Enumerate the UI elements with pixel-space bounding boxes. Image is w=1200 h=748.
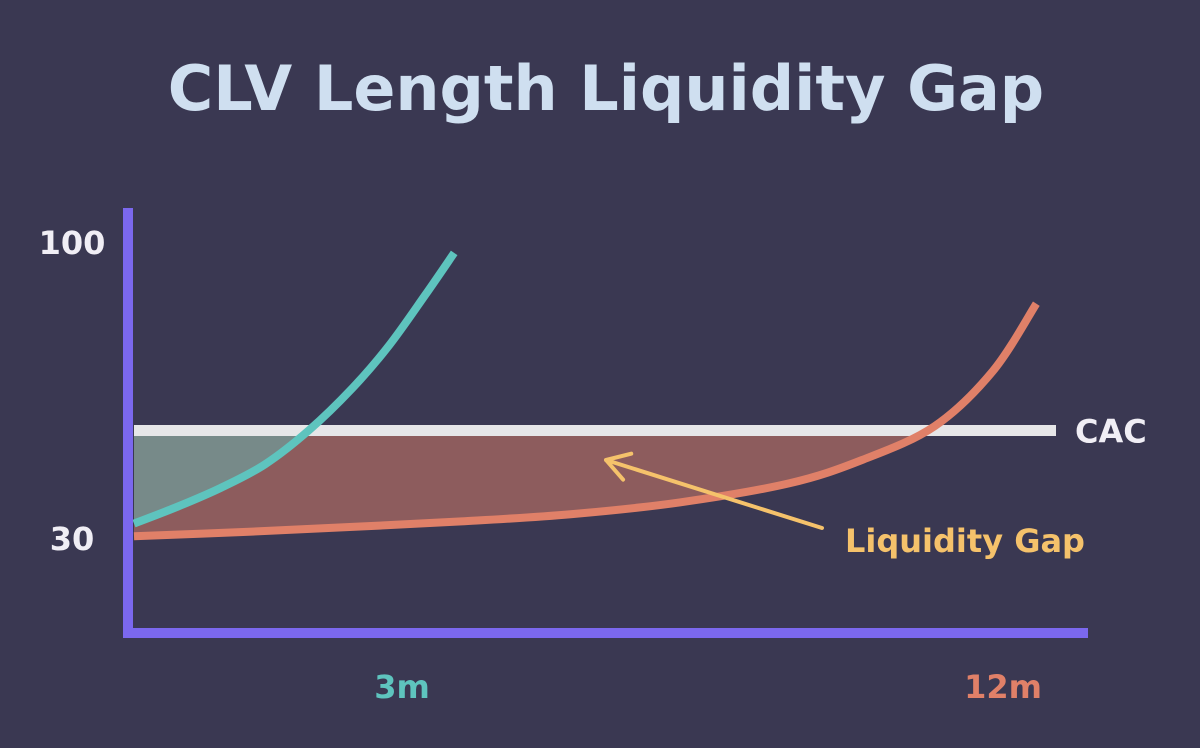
x-tick-label-12m: 12m [964,668,1042,706]
liquidity-gap-label: Liquidity Gap [845,522,1085,560]
series-line-teal [132,250,458,528]
fill-teal-gap [134,428,312,524]
x-tick-label-3m: 3m [374,668,430,706]
cac-label: CAC [1075,413,1147,451]
y-tick-label-100: 100 [39,224,106,262]
series-line-orange [133,301,1040,541]
chart-title: CLV Length Liquidity Gap [168,52,1044,125]
y-tick-label-30: 30 [50,520,95,558]
liquidity-gap-arrow [604,451,824,530]
fill-orange-gap [134,430,926,537]
